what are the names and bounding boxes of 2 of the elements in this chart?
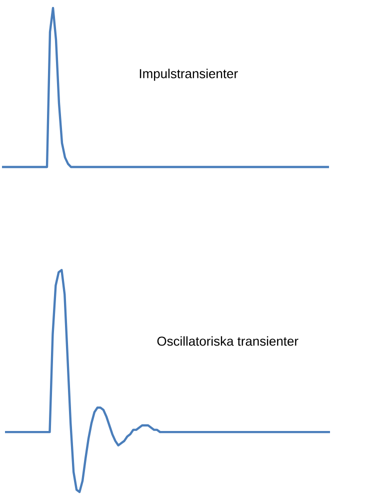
annotation: Oscillatoriska transienter [157,336,298,346]
annotation: Impulstransienter [140,68,238,81]
